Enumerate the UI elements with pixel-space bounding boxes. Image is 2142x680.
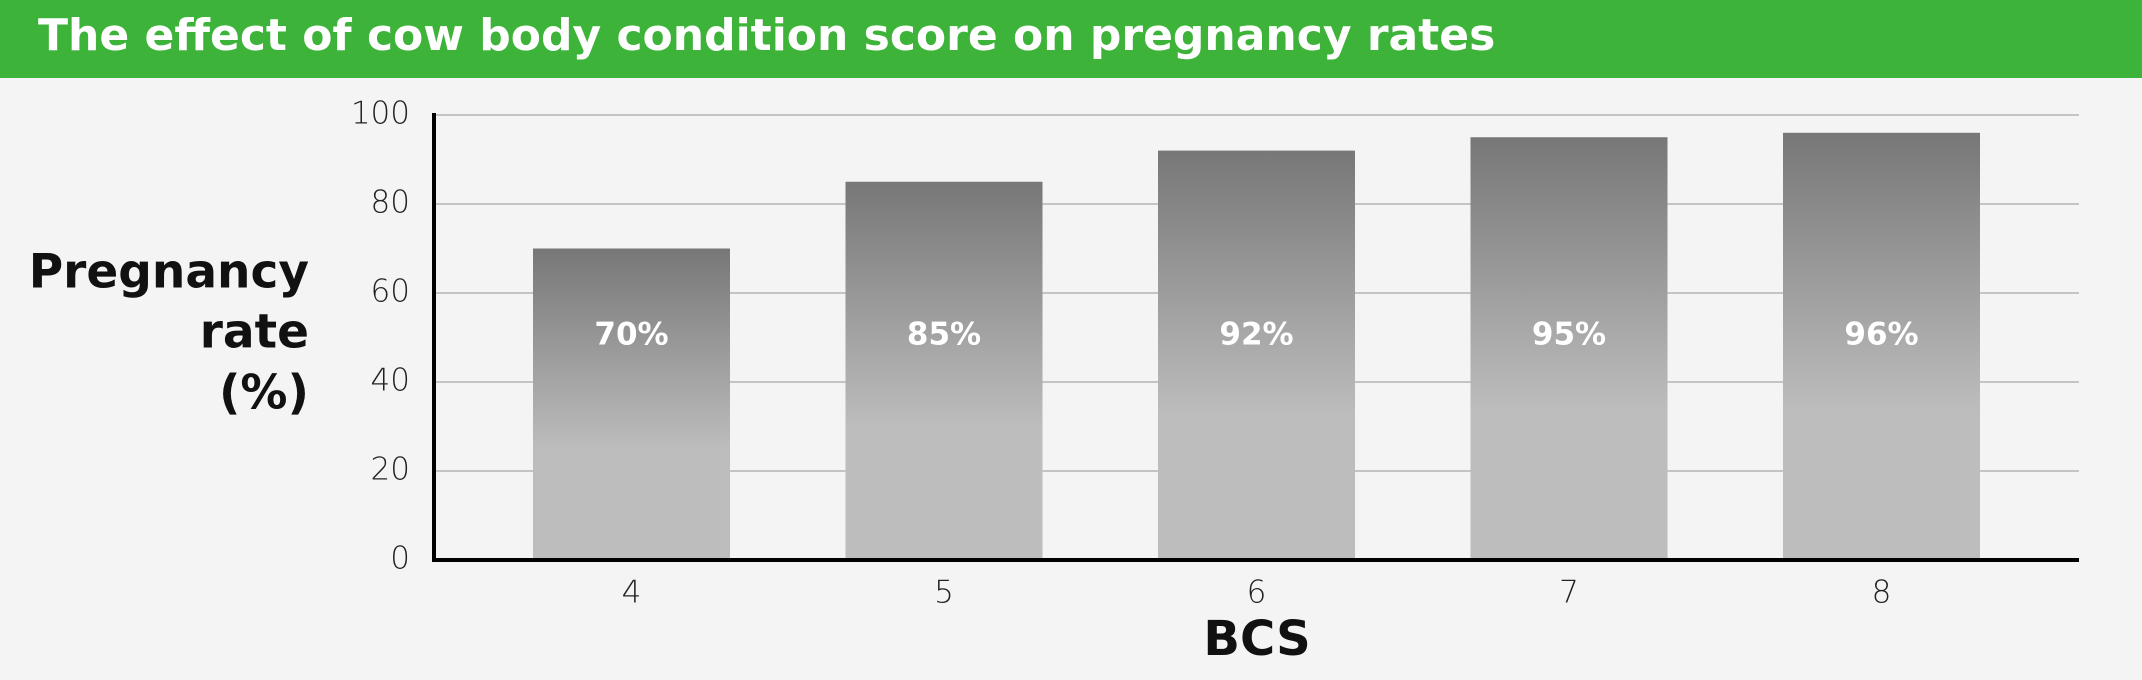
y-tick-label: 0 <box>390 541 410 577</box>
y-tick-label: 20 <box>371 452 410 488</box>
y-axis-label: (%) <box>219 366 309 421</box>
value-label: 85% <box>907 317 981 353</box>
x-tick-label: 6 <box>1247 575 1267 611</box>
bar <box>1783 132 1980 561</box>
bar <box>533 248 730 560</box>
y-tick-label: 100 <box>351 96 410 132</box>
x-tick-label: 4 <box>622 575 642 611</box>
bar <box>1470 137 1668 560</box>
x-tick-label: 5 <box>934 575 954 611</box>
value-label: 95% <box>1532 317 1606 353</box>
bar <box>845 181 1043 560</box>
value-label: 96% <box>1844 317 1918 353</box>
x-tick-label: 8 <box>1872 575 1892 611</box>
bar <box>1158 150 1355 560</box>
y-tick-label: 60 <box>371 274 410 310</box>
x-tick-label: 7 <box>1559 575 1579 611</box>
value-label: 92% <box>1219 317 1293 353</box>
value-label: 70% <box>594 317 668 353</box>
y-axis-label: Pregnancy <box>29 245 309 300</box>
x-axis-label: BCS <box>1203 611 1310 667</box>
header-bar <box>0 0 2142 78</box>
y-tick-label: 40 <box>371 363 410 399</box>
y-axis-label: rate <box>200 305 309 360</box>
chart-title: The effect of cow body condition score o… <box>38 10 1495 61</box>
y-tick-label: 80 <box>371 185 410 221</box>
